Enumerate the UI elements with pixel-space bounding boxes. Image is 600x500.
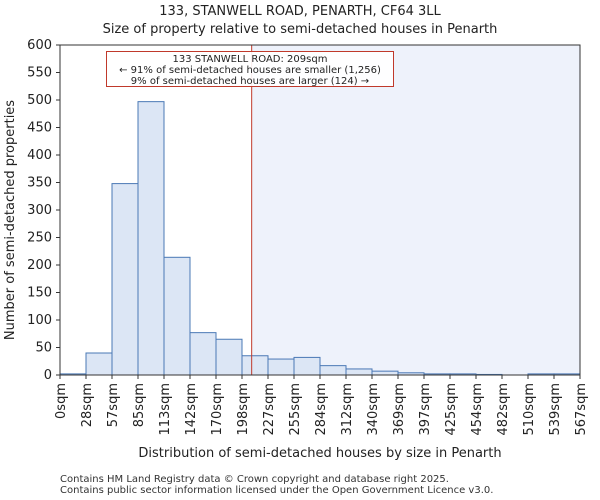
y-tick-label: 250 <box>27 231 52 246</box>
x-tick-label: 567sqm <box>574 383 589 436</box>
x-tick-label: 113sqm <box>158 383 173 436</box>
histogram-bar <box>241 355 269 376</box>
y-tick-label: 600 <box>27 38 52 53</box>
histogram-bar <box>345 368 373 376</box>
annotation-line3: 9% of semi-detached houses are larger (1… <box>130 76 370 87</box>
x-tick-label: 85sqm <box>132 383 147 427</box>
y-tick-label: 300 <box>27 203 52 218</box>
x-tick-label: 57sqm <box>106 383 121 427</box>
histogram-bar <box>293 356 321 376</box>
marker-annotation: 133 STANWELL ROAD: 209sqm ← 91% of semi-… <box>106 51 394 87</box>
y-tick-label: 0 <box>44 368 52 383</box>
x-tick-label: 284sqm <box>314 383 329 436</box>
x-tick-label: 482sqm <box>496 383 511 436</box>
x-tick-label: 340sqm <box>366 383 381 436</box>
y-tick-label: 450 <box>27 121 52 136</box>
y-tick-label: 100 <box>27 313 52 328</box>
y-tick-label: 150 <box>27 286 52 301</box>
footer-line2: Contains public sector information licen… <box>60 485 494 496</box>
x-tick-label: 227sqm <box>262 383 277 436</box>
x-axis-label: Distribution of semi-detached houses by … <box>138 446 501 461</box>
x-tick-label: 170sqm <box>210 383 225 436</box>
annotation-line1: 133 STANWELL ROAD: 209sqm <box>172 54 328 65</box>
annotation-line2: ← 91% of semi-detached houses are smalle… <box>119 65 381 76</box>
x-tick-label: 510sqm <box>522 383 537 436</box>
histogram-bar <box>371 370 399 376</box>
y-axis-label: Number of semi-detached properties <box>3 100 18 340</box>
y-tick-label: 50 <box>35 341 52 356</box>
histogram-bar <box>111 183 139 376</box>
larger-region-shade <box>251 45 581 375</box>
footer-line1: Contains HM Land Registry data © Crown c… <box>60 474 449 485</box>
x-tick-label: 312sqm <box>340 383 355 436</box>
histogram-bar <box>319 365 347 376</box>
histogram-bar <box>189 332 217 376</box>
histogram-bar <box>267 358 295 376</box>
x-tick-label: 0sqm <box>54 383 69 419</box>
x-tick-label: 397sqm <box>418 383 433 436</box>
x-tick-label: 28sqm <box>80 383 95 427</box>
y-tick-label: 550 <box>27 66 52 81</box>
x-tick-label: 454sqm <box>470 383 485 436</box>
x-tick-label: 539sqm <box>548 383 563 436</box>
y-tick-label: 500 <box>27 93 52 108</box>
chart-title-line1: 133, STANWELL ROAD, PENARTH, CF64 3LL <box>159 4 441 19</box>
histogram-bar <box>163 256 191 376</box>
histogram-bar <box>85 352 113 376</box>
chart-title-line2: Size of property relative to semi-detach… <box>102 22 498 37</box>
x-tick-label: 255sqm <box>288 383 303 436</box>
x-tick-label: 198sqm <box>236 383 251 436</box>
y-tick-label: 350 <box>27 176 52 191</box>
x-tick-label: 425sqm <box>444 383 459 436</box>
x-tick-label: 142sqm <box>184 383 199 436</box>
y-tick-label: 400 <box>27 148 52 163</box>
histogram-bar <box>215 338 243 376</box>
x-tick-label: 369sqm <box>392 383 407 436</box>
y-tick-label: 200 <box>27 258 52 273</box>
histogram-bar <box>137 101 165 376</box>
